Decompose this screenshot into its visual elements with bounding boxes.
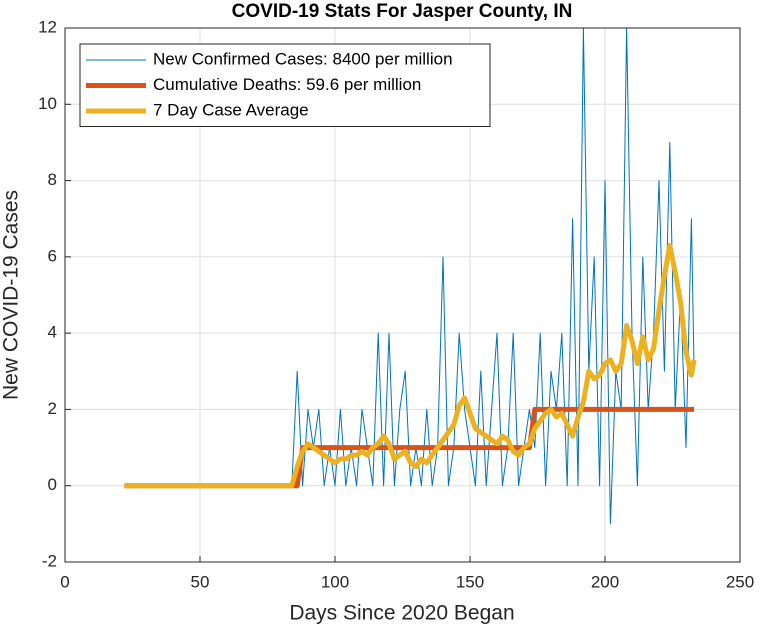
y-tick-label: 0	[48, 475, 57, 494]
legend-label: Cumulative Deaths: 59.6 per million	[153, 75, 421, 94]
y-tick-label: 10	[38, 94, 57, 113]
axes-box	[64, 27, 741, 563]
y-tick-label: 8	[48, 170, 57, 189]
x-axis-label: Days Since 2020 Began	[289, 602, 514, 625]
legend: New Confirmed Cases: 8400 per million Cum…	[79, 43, 491, 127]
x-tick-label: 100	[321, 572, 349, 591]
series-line	[124, 28, 695, 525]
y-tick-label: 2	[48, 399, 57, 418]
y-tick-label: 12	[38, 17, 57, 36]
plot-area	[124, 28, 697, 525]
legend-label: 7 Day Case Average	[153, 100, 309, 119]
x-tick-label: 0	[60, 572, 69, 591]
chart-title: COVID-19 Stats For Jasper County, IN	[232, 1, 573, 22]
x-tick-label: 250	[726, 572, 754, 591]
series-line	[124, 242, 697, 489]
x-tick-label: 50	[191, 572, 210, 591]
y-tick-label: 6	[48, 246, 57, 265]
y-tick-label: 4	[48, 323, 57, 342]
legend-box	[79, 43, 491, 127]
x-tick-label: 150	[456, 572, 484, 591]
legend-label: New Confirmed Cases: 8400 per million	[153, 49, 453, 68]
y-tick-label: -2	[42, 551, 57, 570]
y-axis-label: New COVID-19 Cases	[0, 190, 23, 400]
series-line	[124, 406, 695, 489]
x-tick-label: 200	[591, 572, 619, 591]
